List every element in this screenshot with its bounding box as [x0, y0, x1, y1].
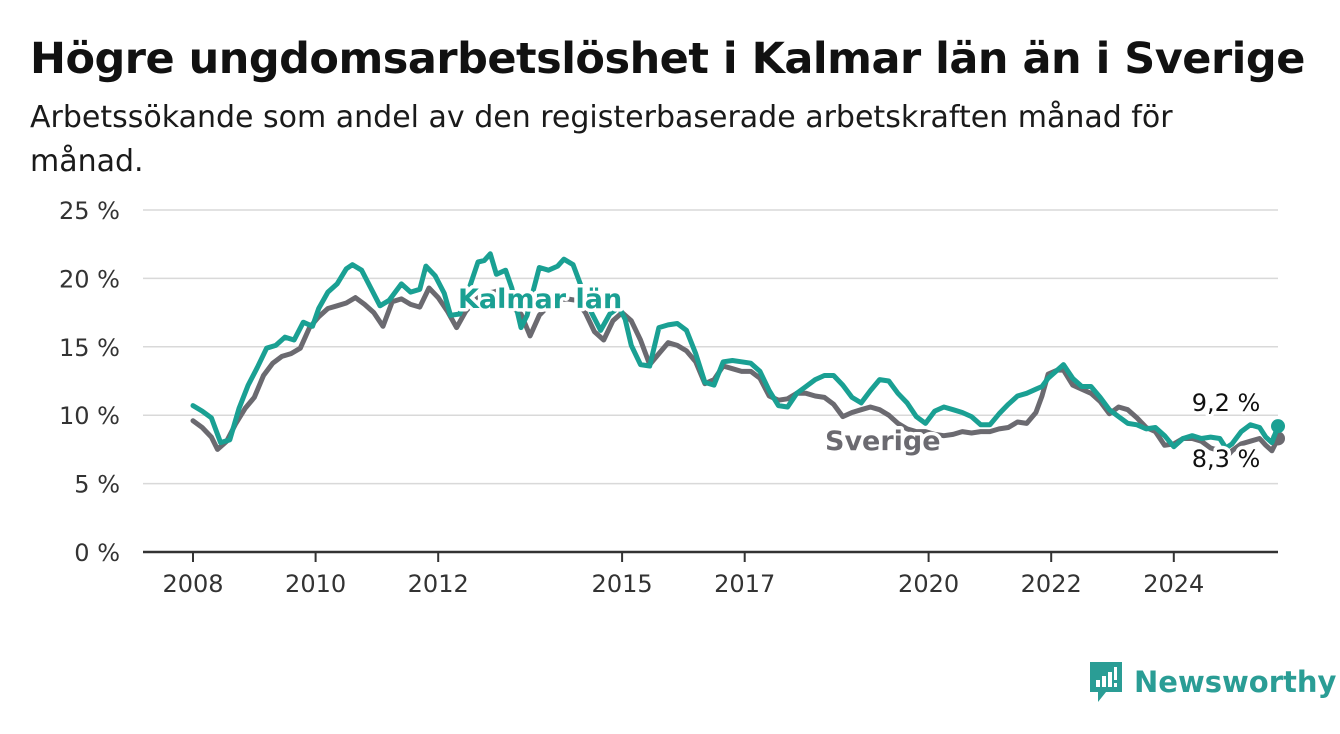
end-label-sverige-halo: 8,3 %: [1192, 445, 1261, 473]
y-tick-label: 20 %: [59, 265, 120, 293]
brand-name: Newsworthy: [1134, 665, 1337, 699]
series-line-kalmar-lan: [190, 251, 1281, 451]
chart-title: Högre ungdomsarbetslöshet i Kalmar län ä…: [30, 34, 1305, 84]
x-tick-label: 2024: [1143, 570, 1204, 598]
y-tick-label: 10 %: [59, 402, 120, 430]
newsworthy-logo-icon: [1090, 662, 1122, 702]
x-tick-label: 2022: [1021, 570, 1082, 598]
y-tick-label: 5 %: [74, 471, 120, 499]
x-tick-label: 2008: [162, 570, 223, 598]
y-tick-label: 15 %: [59, 334, 120, 362]
series-line-sverige: [190, 285, 1281, 461]
y-tick-label: 0 %: [74, 539, 120, 567]
end-point-kalmar-lan: [1271, 419, 1286, 434]
gridlines: [143, 209, 1278, 485]
end-label-sverige: 8,3 %: [1192, 445, 1261, 473]
series-label-sverige: Sverige: [825, 426, 941, 457]
y-axis-labels: 0 % 5 % 10 % 15 % 20 % 25 %: [59, 197, 120, 567]
x-tick-label: 2015: [592, 570, 653, 598]
series-label-kalmar-lan-halo: Kalmar län: [458, 284, 622, 315]
series-label-sverige-halo: Sverige: [825, 426, 941, 457]
x-tick-label: 2017: [714, 570, 775, 598]
end-label-kalmar-lan: 9,2 %: [1192, 389, 1261, 417]
newsworthy-brand: Newsworthy: [1088, 660, 1336, 704]
x-tick-label: 2010: [285, 570, 346, 598]
x-tick-label: 2020: [898, 570, 959, 598]
y-tick-label: 25 %: [59, 197, 120, 225]
end-label-kalmar-lan-halo: 9,2 %: [1192, 389, 1261, 417]
x-axis: 2008 2010 2012 2015 2017 2020 2022 2024: [143, 550, 1278, 598]
x-tick-label: 2012: [408, 570, 469, 598]
chart-subtitle: Arbetssökande som andel av den registerb…: [30, 100, 1173, 179]
series-lines: [190, 251, 1286, 461]
series-label-kalmar-lan: Kalmar län: [458, 284, 622, 315]
